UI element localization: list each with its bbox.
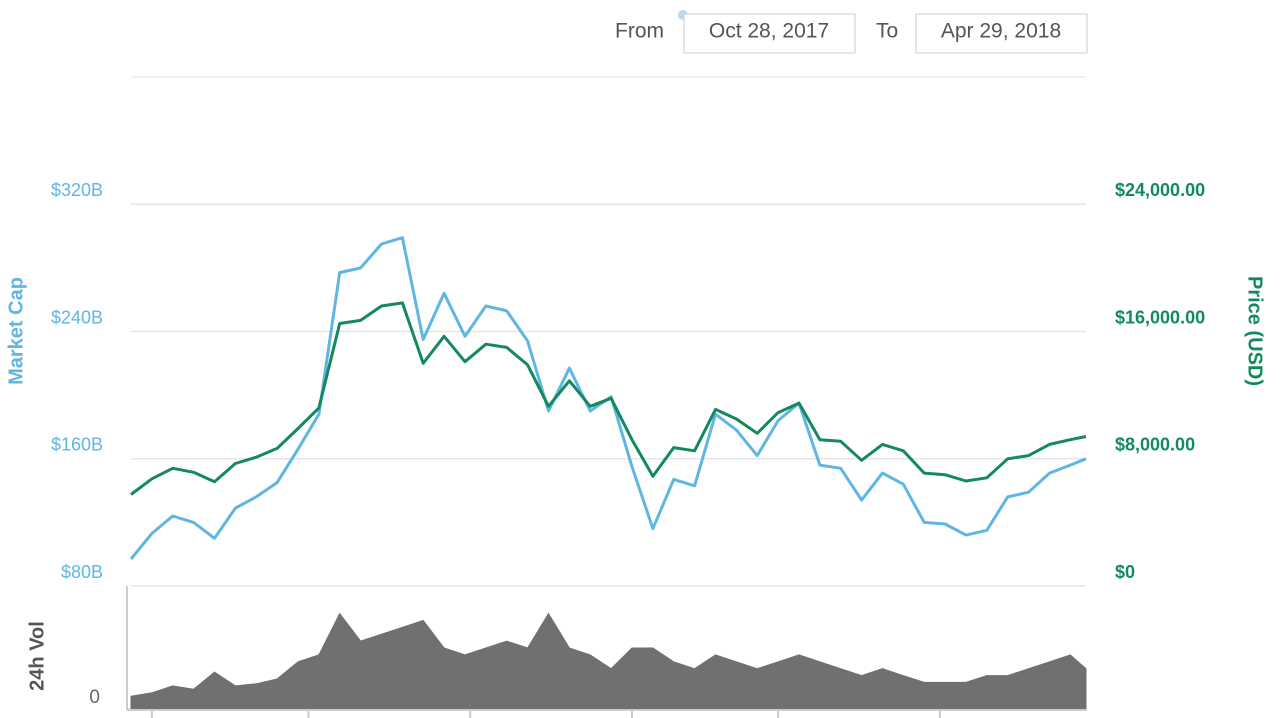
from-label: From bbox=[615, 20, 664, 43]
volume-area bbox=[130, 612, 1087, 711]
y2-tick-label: $24,000.00 bbox=[1115, 180, 1205, 200]
y2-tick-label: $8,000.00 bbox=[1115, 435, 1195, 455]
y2-axis-title: Price (USD) bbox=[1244, 276, 1266, 386]
to-date[interactable]: Apr 29, 2018 bbox=[941, 20, 1061, 43]
y-tick-label: $240B bbox=[51, 307, 103, 327]
to-input[interactable] bbox=[915, 13, 1088, 54]
y2-tick-label: $0 bbox=[1115, 562, 1135, 582]
y-axis-title: 24h Vol bbox=[26, 621, 48, 691]
y-tick-label: 0 bbox=[89, 687, 100, 708]
y-axis-title: Market Cap bbox=[5, 277, 27, 385]
to-label: To bbox=[876, 20, 898, 43]
from-date[interactable]: Oct 28, 2017 bbox=[709, 20, 829, 43]
y-tick-label: $160B bbox=[51, 435, 103, 455]
y-tick-label: $320B bbox=[51, 180, 103, 200]
from-input[interactable] bbox=[683, 13, 856, 54]
series-line bbox=[130, 301, 1087, 496]
y2-tick-label: $16,000.00 bbox=[1115, 307, 1205, 327]
y-tick-label: $80B bbox=[61, 562, 103, 582]
series-line bbox=[129, 236, 1087, 560]
